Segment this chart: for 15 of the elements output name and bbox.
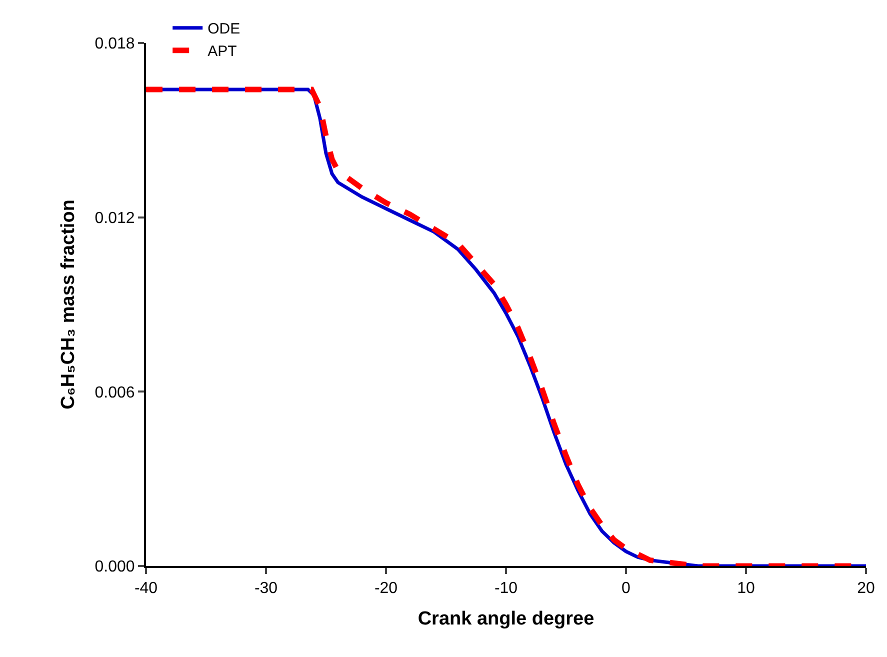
legend-label: APT [208, 43, 237, 60]
x-tick-label: 0 [622, 580, 631, 598]
x-tick-label: -40 [134, 580, 158, 598]
x-tick-label: -10 [494, 580, 518, 598]
y-axis-title: C₆H₅CH₃ mass fraction [58, 200, 80, 410]
x-axis-title: Crank angle degree [418, 608, 594, 630]
x-tick-label: 10 [737, 580, 755, 598]
x-tick-label: 20 [857, 580, 875, 598]
y-tick-label: 0.018 [94, 36, 135, 53]
y-tick-label: 0.000 [94, 558, 135, 576]
y-tick-label: 0.012 [94, 210, 135, 227]
x-tick-label: -20 [374, 580, 398, 598]
legend-label: ODE [208, 20, 240, 38]
y-tick-label: 0.006 [94, 384, 135, 402]
x-tick-label: -30 [254, 580, 278, 598]
